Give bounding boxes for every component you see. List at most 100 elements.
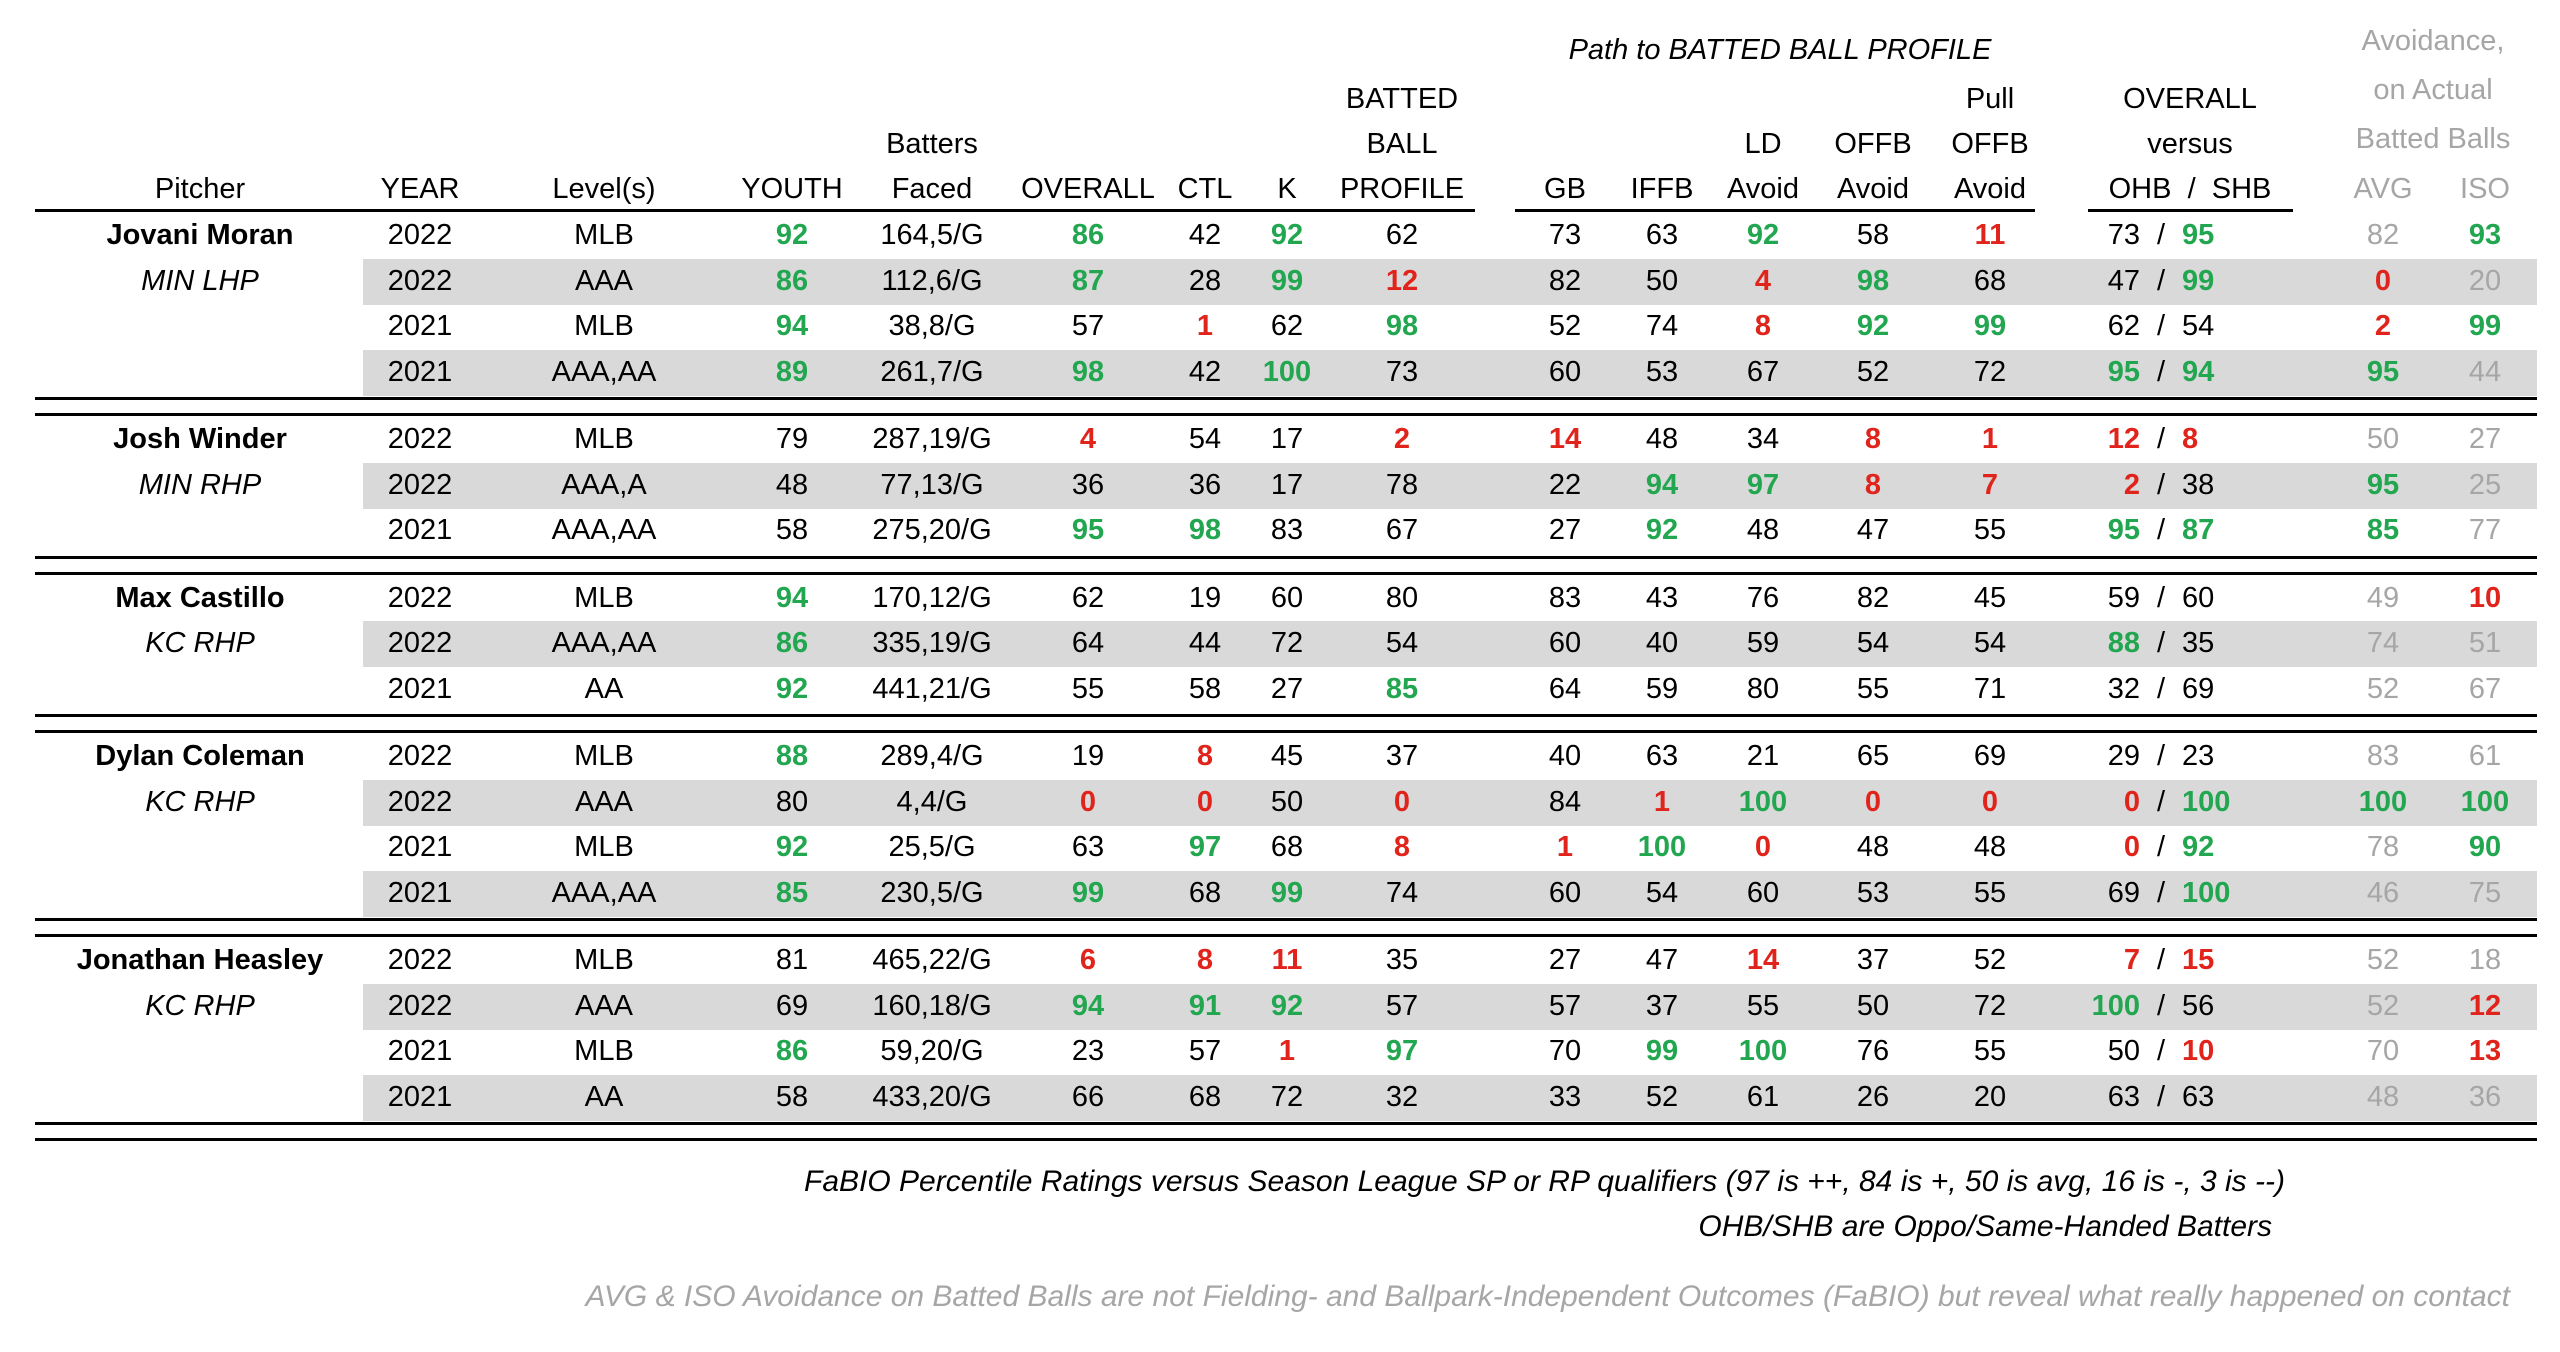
cell-iffb: 100: [1637, 831, 1687, 863]
row-band: [363, 349, 2537, 396]
cell-year: 2021: [387, 672, 453, 705]
pitcher-team: MIN RHP: [138, 468, 262, 501]
cell-iffb: 40: [1645, 627, 1679, 659]
cell-shb: 69: [2182, 672, 2215, 705]
cell-avg: 48: [2366, 1080, 2400, 1113]
header-offb-line1: OFFB: [1834, 128, 1912, 160]
cell-k: 100: [1262, 355, 1312, 388]
cell-iso: 51: [2468, 627, 2502, 659]
cell-ctl: 0: [1196, 785, 1214, 818]
cell-offb: 48: [1856, 831, 1890, 863]
cell-gb: 70: [1548, 1035, 1582, 1067]
pitcher-name: Jovani Moran: [106, 219, 294, 251]
cell-ohb: 29: [2107, 740, 2140, 772]
cell-avg: 46: [2366, 876, 2400, 909]
cell-year: 2021: [387, 876, 453, 909]
header-bbp-line3: PROFILE: [1339, 173, 1465, 205]
cell-pull: 7: [1981, 468, 1999, 501]
cell-ctl: 1: [1196, 310, 1214, 342]
header-underline-versus: [2088, 209, 2293, 212]
pitcher-name: Dylan Coleman: [95, 740, 305, 772]
row-band: [363, 779, 2537, 826]
cell-shb: 100: [2182, 876, 2231, 909]
cell-pull: 45: [1973, 581, 2007, 614]
cell-year: 2021: [387, 310, 453, 342]
row-band: [363, 462, 2537, 509]
cell-avg: 95: [2366, 468, 2400, 501]
header-k: K: [1277, 173, 1297, 205]
cell-avg: 52: [2366, 672, 2400, 705]
cell-overall: 0: [1079, 785, 1097, 818]
cell-shb: 63: [2182, 1080, 2215, 1113]
cell-ohb: 100: [2091, 989, 2140, 1022]
cell-youth: 80: [775, 785, 809, 818]
cell-pull: 69: [1973, 740, 2007, 772]
cell-offb: 8: [1864, 423, 1882, 455]
cell-iffb: 1: [1653, 785, 1671, 818]
cell-level: AA: [584, 1080, 624, 1113]
pitcher-team: KC RHP: [145, 627, 255, 659]
cell-overall: 6: [1079, 944, 1097, 976]
header-avoidance-line2: on Actual: [2373, 74, 2493, 106]
cell-offb: 50: [1856, 989, 1890, 1022]
cell-overall: 66: [1071, 1080, 1105, 1113]
cell-ctl: 57: [1188, 1035, 1222, 1067]
cell-youth: 92: [775, 672, 809, 705]
cell-iffb: 47: [1645, 944, 1679, 976]
cell-ld: 76: [1746, 581, 1780, 614]
cell-ctl: 42: [1188, 219, 1222, 251]
row-band: [363, 258, 2537, 305]
footnote-ohb-shb: OHB/SHB are Oppo/Same-Handed Batters: [1698, 1210, 2272, 1243]
cell-gb: 14: [1548, 423, 1582, 455]
cell-iso: 61: [2468, 740, 2502, 772]
cell-k: 17: [1270, 468, 1304, 501]
cell-overall: 19: [1071, 740, 1105, 772]
cell-year: 2022: [387, 219, 453, 251]
row-band: [363, 983, 2537, 1030]
ohb-shb-separator: /: [2156, 355, 2166, 388]
cell-gb: 1: [1556, 831, 1574, 863]
cell-overall: 87: [1071, 264, 1105, 297]
cell-bbp: 74: [1385, 876, 1419, 909]
cell-avg: 0: [2374, 264, 2392, 297]
group-divider: [35, 918, 2537, 921]
cell-overall: 57: [1071, 310, 1105, 342]
cell-youth: 88: [775, 740, 809, 772]
cell-k: 17: [1270, 423, 1304, 455]
cell-level: AAA: [574, 264, 634, 297]
ohb-shb-separator: /: [2156, 264, 2166, 297]
footnote-avoidance: AVG & ISO Avoidance on Batted Balls are …: [585, 1280, 2510, 1313]
header-ovs-line1: OVERALL: [2123, 83, 2257, 115]
cell-ld: 80: [1746, 672, 1780, 705]
cell-k: 72: [1270, 1080, 1304, 1113]
cell-ohb: 47: [2107, 264, 2140, 297]
cell-ohb: 59: [2107, 581, 2140, 614]
cell-gb: 64: [1548, 672, 1582, 705]
cell-ohb: 73: [2107, 219, 2140, 251]
group-divider: [35, 1138, 2537, 1141]
cell-shb: 54: [2182, 310, 2215, 342]
cell-ctl: 91: [1188, 989, 1222, 1022]
cell-youth: 69: [775, 989, 809, 1022]
cell-iffb: 94: [1645, 468, 1679, 501]
cell-level: MLB: [574, 740, 634, 772]
cell-k: 27: [1270, 672, 1304, 705]
cell-level: MLB: [574, 310, 634, 342]
cell-iso: 93: [2468, 219, 2502, 251]
cell-year: 2022: [387, 944, 453, 976]
cell-avg: 49: [2366, 581, 2400, 614]
cell-level: AAA: [574, 989, 634, 1022]
ohb-shb-separator: /: [2156, 468, 2166, 501]
ohb-shb-separator: /: [2156, 219, 2166, 251]
cell-k: 72: [1270, 627, 1304, 659]
cell-k: 11: [1271, 944, 1303, 976]
cell-ctl: 68: [1188, 876, 1222, 909]
cell-bf: 170,12/G: [872, 581, 992, 614]
cell-youth: 94: [775, 581, 809, 614]
cell-ohb: 50: [2107, 1035, 2140, 1067]
cell-youth: 86: [775, 1035, 809, 1067]
group-divider: [35, 555, 2537, 559]
cell-year: 2021: [387, 1080, 453, 1113]
cell-offb: 58: [1856, 219, 1890, 251]
header-iso: ISO: [2460, 173, 2510, 205]
